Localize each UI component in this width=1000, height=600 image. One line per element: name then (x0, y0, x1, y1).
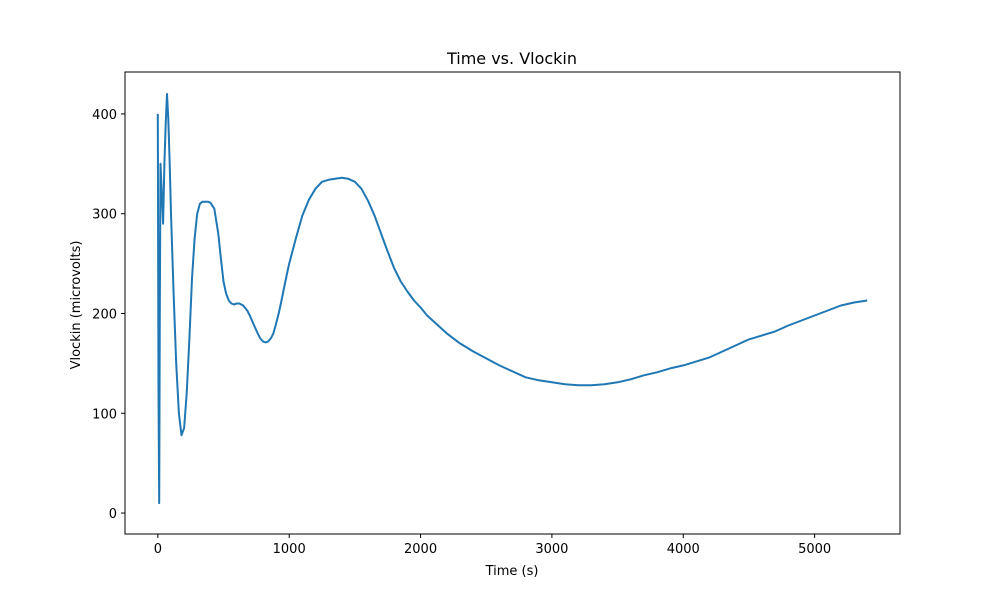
plot-frame (124, 71, 901, 535)
plot-area (156, 93, 868, 505)
x-tick-label: 1000 (273, 542, 306, 557)
axis-ticks: 0 1000 2000 3000 4000 5000 0 100 200 300 400 (92, 108, 831, 557)
y-tick-label: 0 (109, 507, 117, 522)
x-tick-label: 3000 (535, 542, 568, 557)
y-tick-label: 200 (92, 307, 117, 322)
y-tick-label: 400 (92, 108, 117, 123)
y-axis-label: Vlockin (microvolts) (69, 241, 84, 370)
x-tick-label: 5000 (798, 542, 831, 557)
y-tick-label: 300 (92, 208, 117, 223)
x-tick-label: 4000 (667, 542, 700, 557)
x-tick-label: 2000 (404, 542, 437, 557)
y-tick-label: 100 (92, 407, 117, 422)
x-tick-label: 0 (154, 542, 162, 557)
series-line-0 (156, 93, 868, 505)
x-axis-label: Time (s) (485, 564, 539, 579)
chart-title: Time vs. Vlockin (446, 49, 577, 68)
